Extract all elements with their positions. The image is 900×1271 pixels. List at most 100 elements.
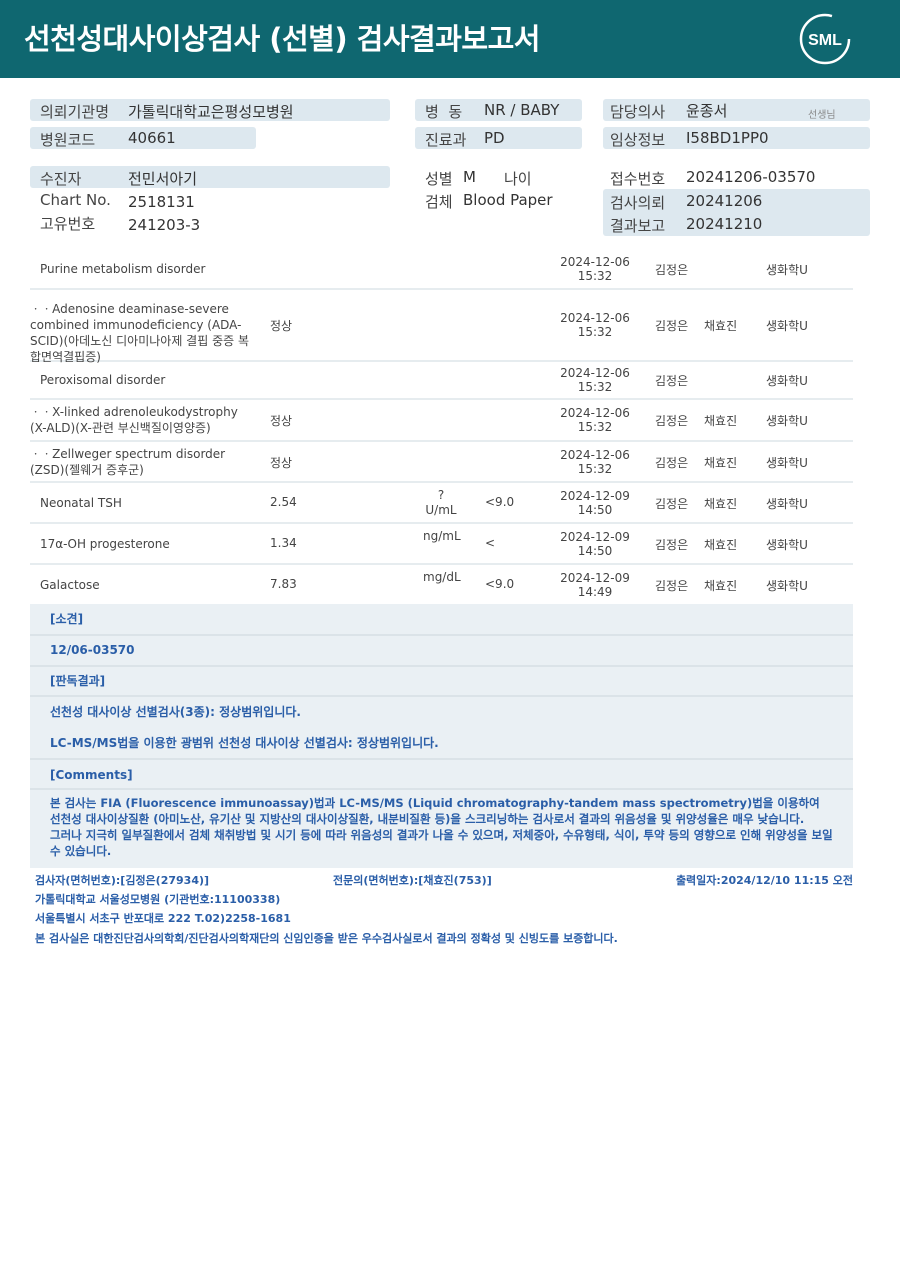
result-row: Neonatal TSH 2.54 ?U/mL <9.0 2024-12-09 14:50… [30,483,853,524]
result-date: 2024-12-06 [560,406,630,420]
tester-name: 김정은 [655,578,689,593]
result-time: 15:32 [577,380,613,394]
svg-text:SML: SML [808,32,842,49]
result-time: 15:32 [577,269,613,283]
unit: mg/dL [423,569,461,584]
result-value: 정상 [270,455,293,470]
result-datetime: 2024-12-06 15:32 [555,406,635,434]
department: 생화학U [766,319,808,333]
test-name: Neonatal TSH [40,495,122,510]
result-date: 2024-12-06 [560,255,630,269]
unit: ng/mL [423,528,461,543]
clinical-label: 임상정보 [610,131,666,149]
hospital-code-box [30,127,256,149]
tester-name: 김정은 [655,374,689,388]
result-date: 2024-12-06 [560,311,630,325]
comments-text: 본 검사는 FIA (Fluorescence immunoassay)법과 L… [30,790,853,868]
receipt-label: 접수번호 [610,170,666,188]
result-row: 17α-OH progesterone 1.34 ng/mL <2024-12-09 1… [30,524,853,565]
hospital-code-value: 40661 [128,129,176,147]
result-time: 14:49 [577,584,613,599]
finding-value: 12/06-03570 [30,636,853,667]
institution-box [30,99,390,121]
finding-label: [소견] [30,604,853,636]
department: 생화학U [766,537,808,552]
result-time: 14:50 [577,502,613,517]
sml-logo: SML [799,13,851,65]
result-date: 2024-12-09 [560,488,630,503]
hospital-info: 가톨릭대학교 서울성모병원 (기관번호:11100338) [35,893,281,906]
result-date: 2024-12-06 [560,366,630,380]
result-value: 정상 [270,319,293,333]
result-row: ㆍㆍZellweger spectrum disorder (ZSD)(젤웨거 … [30,442,853,483]
interp-line-2: LC-MS/MS법을 이용한 광범위 선천성 대사이상 선별검사: 정상범위입니… [50,736,439,750]
result-value: 2.54 [270,494,297,509]
clinical-box [603,127,870,149]
comments-para-1: 본 검사는 FIA (Fluorescence immunoassay)법과 L… [50,796,820,826]
comments-section: [소견] 12/06-03570 [판독결과] 선천성 대사이상 선별검사(3종… [30,604,853,868]
result-row: Galactose 7.83 mg/dL <9.0 2024-12-09 14:49 김정은… [30,565,853,606]
receipt-value: 20241206-03570 [686,168,816,186]
reviewer-name: 채효진 [704,537,738,552]
result-datetime: 2024-12-06 15:32 [555,255,635,283]
request-value: 20241206 [686,192,763,210]
report-title: 선천성대사이상검사 (선별) 검사결과보고서 [24,22,540,56]
result-time: 14:50 [577,543,613,558]
result-time: 15:32 [577,420,613,434]
clinical-value: I58BD1PP0 [686,129,769,147]
institution-value: 가톨릭대학교은평성모병원 [128,103,294,121]
ward-value: NR / BABY [484,101,560,119]
result-row: Purine metabolism disorder 2024-12-06 15:3… [30,250,853,290]
unique-label: 고유번호 [40,215,96,233]
doctor-suffix: 선생님 [808,110,836,121]
tester-name: 김정은 [655,414,689,428]
result-row: Peroxisomal disorder 2024-12-06 15:32 김정은 생화… [30,362,853,400]
chart-label: Chart No. [40,191,111,209]
unit: ?U/mL [425,487,457,517]
reference-range: < [485,535,496,550]
result-datetime: 2024-12-06 15:32 [555,448,635,476]
tester: 검사자(면허번호):[김정은(27934)] [35,874,210,887]
interp-line-1: 선천성 대사이상 선별검사(3종): 정상범위입니다. [50,705,301,719]
reviewer-name: 채효진 [704,496,738,511]
report-date-value: 20241210 [686,215,763,233]
result-datetime: 2024-12-06 15:32 [555,366,635,394]
test-name: 17α-OH progesterone [40,536,170,551]
result-date: 2024-12-09 [560,570,630,585]
doctor-box [603,99,870,121]
comments-label: [Comments] [30,760,853,790]
reviewer-name: 채효진 [704,578,738,593]
specialist: 전문의(면허번호):[채효진(753)] [333,874,492,887]
unique-value: 241203-3 [128,216,201,234]
request-label: 검사의뢰 [610,194,666,212]
report-header: 선천성대사이상검사 (선별) 검사결과보고서 SML [0,0,900,78]
result-row: ㆍㆍX-linked adrenoleukodystrophy (X-ALD)(… [30,400,853,442]
test-name: ㆍㆍZellweger spectrum disorder (ZSD)(젤웨거 … [30,446,226,477]
result-time: 15:32 [577,325,613,339]
patient-label: 수진자 [40,170,82,188]
reviewer-name: 채효진 [704,455,738,470]
sex-label: 성별 [425,170,453,188]
address: 서울특별시 서초구 반포대로 222 T.02)2258-1681 [35,912,291,925]
dept-value: PD [484,129,505,147]
specimen-label: 검체 [425,193,453,211]
reference-range: <9.0 [485,576,515,591]
tester-name: 김정은 [655,319,689,333]
test-name: Galactose [40,577,100,592]
department: 생화학U [766,578,808,593]
result-date: 2024-12-09 [560,529,630,544]
dept-box [415,127,582,149]
department: 생화학U [766,374,808,388]
interp-text: 선천성 대사이상 선별검사(3종): 정상범위입니다. LC-MS/MS법을 이… [30,697,853,760]
department: 생화학U [766,455,808,470]
reference-range: <9.0 [485,494,515,509]
certification: 본 검사실은 대한진단검사의학회/진단검사의학재단의 신임인증을 받은 우수검사… [35,932,618,945]
results-table: Purine metabolism disorder 2024-12-06 15:3… [30,250,853,606]
tester-name: 김정은 [655,263,689,277]
result-value: 1.34 [270,535,297,550]
comments-para-2: 그러나 지극히 일부질환에서 검체 채취방법 및 시기 등에 따라 위음성의 결… [50,828,833,858]
dept-label: 진료과 [425,131,467,149]
hospital-code-label: 병원코드 [40,131,96,149]
result-value: 정상 [270,414,293,428]
print-date: 출력일자:2024/12/10 11:15 오전 [675,874,853,887]
